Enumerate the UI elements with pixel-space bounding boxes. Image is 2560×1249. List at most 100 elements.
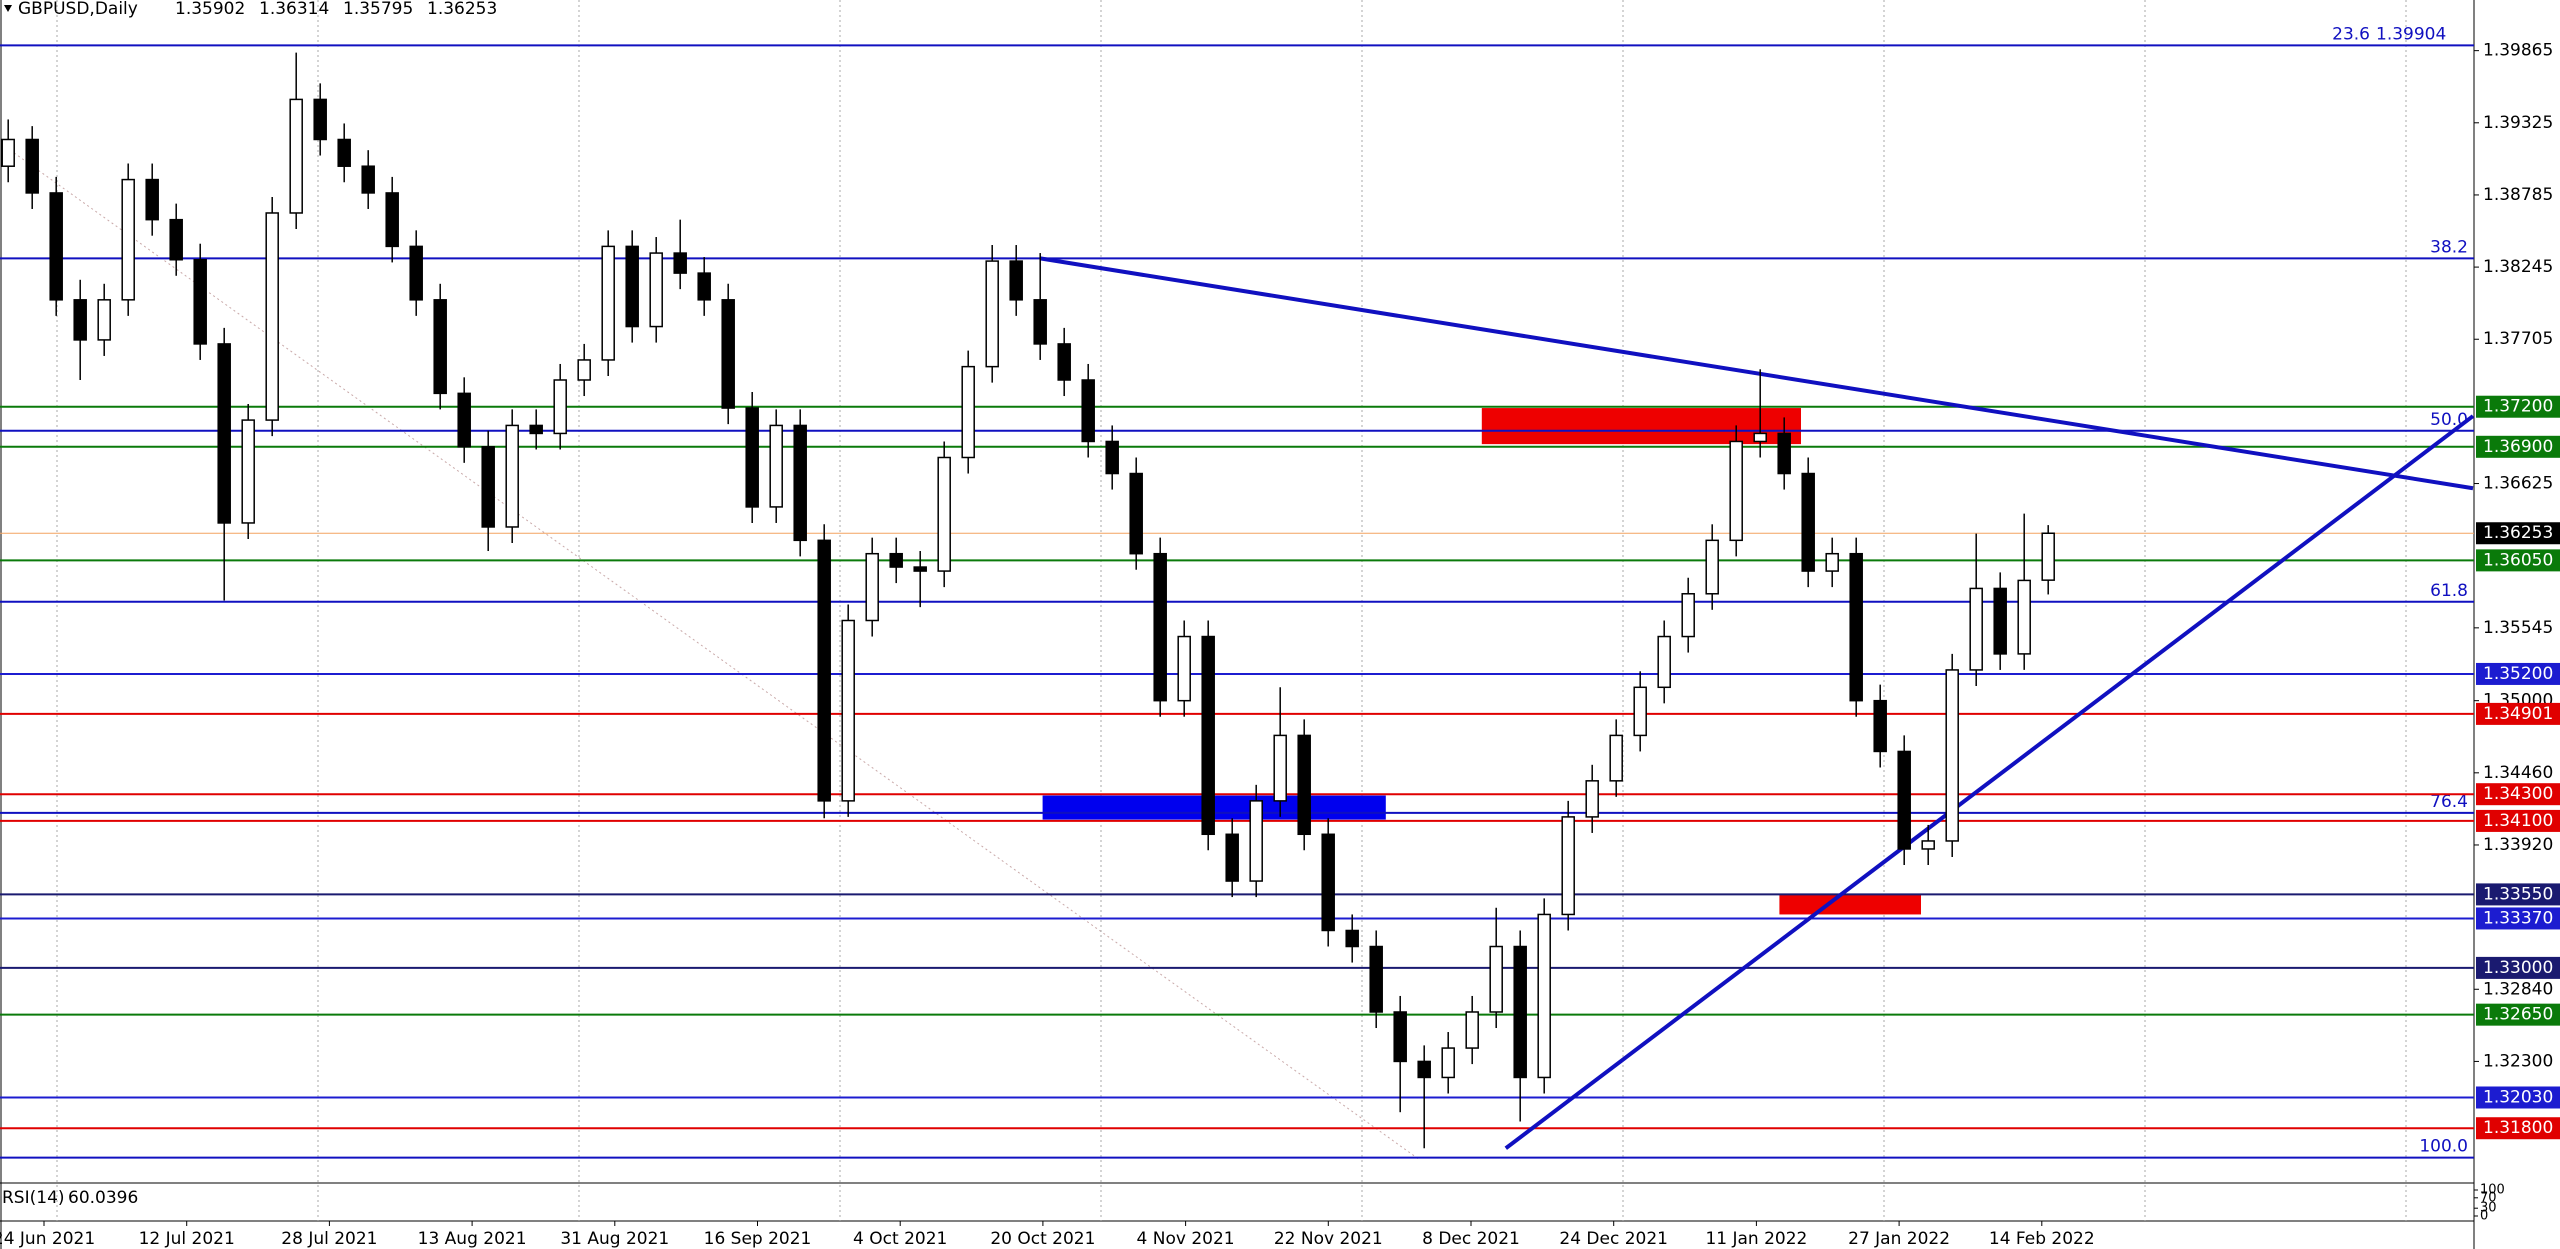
candle-body [481, 446, 495, 528]
level-box [2476, 1003, 2560, 1026]
candle-body [1609, 734, 1623, 782]
candle-body [1105, 440, 1119, 475]
candle-body [1441, 1047, 1455, 1079]
candle-body [1009, 260, 1023, 301]
candle-body [1, 138, 15, 167]
level-box [2476, 435, 2560, 458]
y-tick-label: 1.39325 [2483, 113, 2553, 133]
candle-body [1657, 635, 1671, 689]
y-tick-label: 1.32300 [2483, 1051, 2553, 1071]
level-box [2476, 1086, 2560, 1109]
candle-body [817, 539, 831, 802]
x-tick-label: 12 Jul 2021 [139, 1229, 235, 1249]
candle-body [1033, 299, 1047, 345]
candle-body [409, 245, 423, 301]
x-tick-label: 4 Oct 2021 [853, 1229, 947, 1249]
candle-body [697, 272, 711, 301]
candle-body [1249, 800, 1263, 882]
level-box [2476, 783, 2560, 806]
y-tick-label: 1.33920 [2483, 835, 2553, 855]
level-label: 1.34300 [2483, 784, 2553, 804]
level-box [2476, 907, 2560, 930]
candle-body [241, 419, 255, 524]
x-tick-label: 11 Jan 2022 [1705, 1229, 1807, 1249]
level-label: 1.32030 [2483, 1087, 2553, 1107]
candle-body [1729, 440, 1743, 542]
ohlc-value: 1.35795 [343, 0, 413, 19]
y-tick-label: 1.35545 [2483, 618, 2553, 638]
candle-body [2017, 579, 2031, 655]
candle-body [1921, 840, 1935, 850]
candle-body [121, 178, 135, 301]
candle-body [649, 252, 663, 328]
x-tick-label: 27 Jan 2022 [1848, 1229, 1950, 1249]
candle-body [577, 359, 591, 381]
candle-body [1225, 833, 1239, 882]
level-label: 1.36050 [2483, 550, 2553, 570]
candle-body [1681, 593, 1695, 638]
fib-label: 50.0 [2430, 410, 2468, 430]
level-label: 1.34901 [2483, 704, 2553, 724]
candle-body [529, 424, 543, 435]
y-tick-label: 1.38785 [2483, 185, 2553, 205]
candle-body [25, 138, 39, 194]
fib-label: 76.4 [2430, 792, 2468, 812]
level-box [2476, 702, 2560, 725]
candle-body [313, 98, 327, 141]
candle-body [433, 299, 447, 395]
candle-body [1585, 780, 1599, 818]
candle-body [769, 424, 783, 508]
candle-body [385, 192, 399, 248]
x-tick-label: 13 Aug 2021 [418, 1229, 527, 1249]
candle-body [865, 552, 879, 622]
level-label: 1.36900 [2483, 437, 2553, 457]
candle-body [1489, 945, 1503, 1013]
y-tick-label: 1.32840 [2483, 979, 2553, 999]
candle-body [913, 566, 927, 572]
candle-body [337, 138, 351, 167]
x-tick-label: 24 Dec 2021 [1559, 1229, 1668, 1249]
current-price-label: 1.36253 [2483, 523, 2553, 543]
candle-body [1345, 929, 1359, 948]
candle-body [49, 192, 63, 301]
candle-body [985, 260, 999, 368]
candle-body [145, 178, 159, 221]
level-box [2476, 662, 2560, 685]
candle-body [1801, 472, 1815, 572]
candle-body [1945, 669, 1959, 842]
x-tick-label: 31 Aug 2021 [560, 1229, 669, 1249]
level-box [2476, 395, 2560, 418]
level-box [2476, 809, 2560, 832]
candle-body [97, 299, 111, 341]
fib-price: 1.39904 [2376, 24, 2446, 44]
candle-body [1561, 816, 1575, 916]
y-tick-label: 1.36625 [2483, 474, 2553, 494]
rsi-name: RSI(14) [2, 1188, 65, 1208]
candle-body [1297, 734, 1311, 836]
ohlc-value: 1.36253 [427, 0, 497, 19]
x-tick-label: 20 Oct 2021 [990, 1229, 1095, 1249]
level-label: 1.32650 [2483, 1005, 2553, 1025]
candle-body [1417, 1060, 1431, 1079]
candle-body [1705, 539, 1719, 595]
candle-body [745, 407, 759, 508]
level-label: 1.35200 [2483, 664, 2553, 684]
candle-body [1321, 833, 1335, 932]
candle-body [841, 619, 855, 802]
level-label: 1.34100 [2483, 811, 2553, 831]
x-tick-label: 22 Nov 2021 [1274, 1229, 1383, 1249]
x-tick-label: 14 Feb 2022 [1989, 1229, 2095, 1249]
level-box [2476, 1117, 2560, 1140]
zone [1481, 408, 1801, 445]
level-box [2476, 883, 2560, 906]
candle-body [937, 456, 951, 572]
level-label: 1.33550 [2483, 884, 2553, 904]
candle-body [505, 424, 519, 528]
x-tick-label: 28 Jul 2021 [281, 1229, 377, 1249]
candle-body [1201, 635, 1215, 836]
y-tick-label: 1.37705 [2483, 329, 2553, 349]
menu-triangle [4, 5, 12, 12]
y-tick-label: 1.38245 [2483, 257, 2553, 277]
candle-body [1849, 552, 1863, 702]
